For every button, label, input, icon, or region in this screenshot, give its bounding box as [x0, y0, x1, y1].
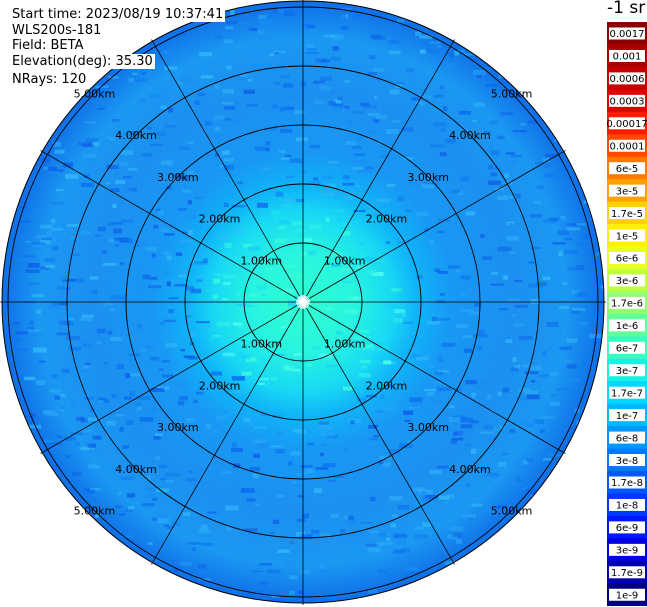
- range-ring-label: 1.00km: [324, 338, 366, 351]
- range-ring-labels: 1.00km 1.00km 1.00km 1.00km 2.00km 2.00km 2.00…: [74, 87, 533, 517]
- range-ring-label: 4.00km: [449, 463, 491, 476]
- colorbar-tick-label: 1e-5: [616, 231, 639, 242]
- azimuth-spokes: [0, 0, 606, 605]
- range-ring-label: 5.00km: [491, 87, 533, 100]
- colorbar-tick-label: 1.7e-5: [611, 209, 643, 220]
- azimuth-spoke: [302, 301, 566, 454]
- center-marker-line: [300, 295, 304, 303]
- colorbar-tick-label: 6e-6: [616, 254, 639, 265]
- colorbar-tick-label: 3e-5: [616, 186, 639, 197]
- colorbar-tick-label: 1.7e-8: [611, 478, 643, 489]
- range-ring-label: 3.00km: [157, 421, 199, 434]
- azimuth-spoke: [40, 150, 304, 303]
- colorbar-tick-label: 6e-7: [616, 344, 639, 355]
- elevation-label: Elevation(deg): 35.30: [10, 54, 155, 69]
- colorbar-tick-label: 1.7e-7: [611, 388, 643, 399]
- colorbar-bin: 6e-7: [607, 336, 647, 360]
- colorbar-tick-label: 3e-7: [616, 366, 639, 377]
- range-ring-label: 4.00km: [449, 129, 491, 142]
- colorbar-bin: 3e-8: [607, 448, 647, 472]
- colorbar-tick-label: 3e-6: [616, 276, 639, 287]
- nrays-label: NRays: 120: [10, 72, 89, 87]
- colorbar-tick-label: 1e-8: [616, 501, 639, 512]
- colorbar-bin: 1.7e-5: [607, 201, 647, 225]
- colorbar-tick-label: 0.0003: [610, 97, 645, 108]
- colorbar-bin: 3e-6: [607, 268, 647, 292]
- colorbar-tick-label: 1.7e-9: [611, 568, 643, 579]
- colorbar-bin: 3e-9: [607, 538, 647, 562]
- range-ring-label: 3.00km: [157, 171, 199, 184]
- colorbar-tick-label: 1e-7: [616, 411, 639, 422]
- instrument-label: WLS200s-181: [10, 23, 104, 38]
- colorbar-tick-label: 0.0001: [610, 141, 645, 152]
- azimuth-spoke: [302, 301, 455, 565]
- range-ring-label: 1.00km: [241, 338, 283, 351]
- range-ring-label: 3.00km: [407, 421, 449, 434]
- colorbar-bin: 0.0006: [607, 66, 647, 90]
- colorbar-tick-label: 6e-9: [616, 523, 639, 534]
- colorbar-bin: 0.00017: [607, 111, 647, 135]
- colorbar-tick-label: 0.00017: [607, 119, 647, 130]
- colorbar-bin: 1.7e-6: [607, 291, 647, 315]
- colorbar-tick-label: 3e-9: [616, 546, 639, 557]
- colorbar-bin: 1e-7: [607, 403, 647, 427]
- colorbar: 0.0017 0.001 0.0006 0.0003 0.00017 0.0001 6e-5…: [607, 22, 647, 606]
- range-ring-label: 2.00km: [199, 379, 241, 392]
- field-label: Field: BETA: [10, 38, 86, 53]
- range-ring-label: 2.00km: [366, 379, 408, 392]
- range-ring-label: 1.00km: [324, 254, 366, 267]
- range-ring-label: 2.00km: [366, 213, 408, 226]
- colorbar-tick-label: 0.0006: [610, 74, 645, 85]
- colorbar-tick-label: 3e-8: [616, 456, 639, 467]
- range-ring-label: 3.00km: [407, 171, 449, 184]
- colorbar-tick-label: 6e-5: [616, 164, 639, 175]
- colorbar-bin: 1e-5: [607, 224, 647, 247]
- colorbar-tick-label: 1.7e-6: [611, 299, 643, 310]
- range-ring-label: 5.00km: [74, 87, 116, 100]
- colorbar-bin: 6e-8: [607, 426, 647, 449]
- colorbar-bin: 0.001: [607, 44, 647, 68]
- colorbar-bin: 1e-9: [607, 583, 647, 606]
- speckle-layer: [9, 6, 604, 603]
- azimuth-spoke: [302, 150, 566, 303]
- colorbar-bin: 1.7e-8: [607, 471, 647, 494]
- azimuth-spoke: [151, 39, 304, 303]
- colorbar-bin: 6e-6: [607, 246, 647, 270]
- colorbar-bin: 3e-5: [607, 179, 647, 202]
- colorbar-tick-label: 0.0017: [610, 29, 645, 40]
- azimuth-spoke: [40, 301, 304, 454]
- azimuth-spoke: [302, 39, 455, 303]
- range-ring-label: 4.00km: [115, 129, 157, 142]
- azimuth-spoke: [151, 301, 304, 565]
- colorbar-bin: 1e-6: [607, 313, 647, 337]
- colorbar-bin: 0.0001: [607, 134, 647, 157]
- colorbar-bin: 6e-5: [607, 156, 647, 180]
- colorbar-tick-label: 1e-9: [616, 590, 639, 601]
- colorbar-tick-label: 0.001: [613, 52, 642, 63]
- colorbar-tick-label: 1e-6: [616, 321, 639, 332]
- colorbar-bin: 0.0017: [607, 22, 647, 45]
- colorbar-bin: 1.7e-7: [607, 381, 647, 404]
- range-ring-label: 5.00km: [491, 505, 533, 518]
- colorbar-tick-label: 6e-8: [616, 433, 639, 444]
- range-ring-label: 2.00km: [199, 213, 241, 226]
- colorbar-bin: 6e-9: [607, 515, 647, 539]
- range-ring-label: 4.00km: [115, 463, 157, 476]
- range-ring-label: 1.00km: [241, 254, 283, 267]
- start-time-label: Start time: 2023/08/19 10:37:41: [10, 7, 226, 22]
- range-ring-label: 5.00km: [74, 505, 116, 518]
- colorbar-bin: 1e-8: [607, 493, 647, 517]
- colorbar-bin: 1.7e-9: [607, 560, 647, 584]
- colorbar-bin: 3e-7: [607, 358, 647, 382]
- colorbar-unit-label: -1 sr: [607, 0, 646, 18]
- colorbar-bin: 0.0003: [607, 89, 647, 113]
